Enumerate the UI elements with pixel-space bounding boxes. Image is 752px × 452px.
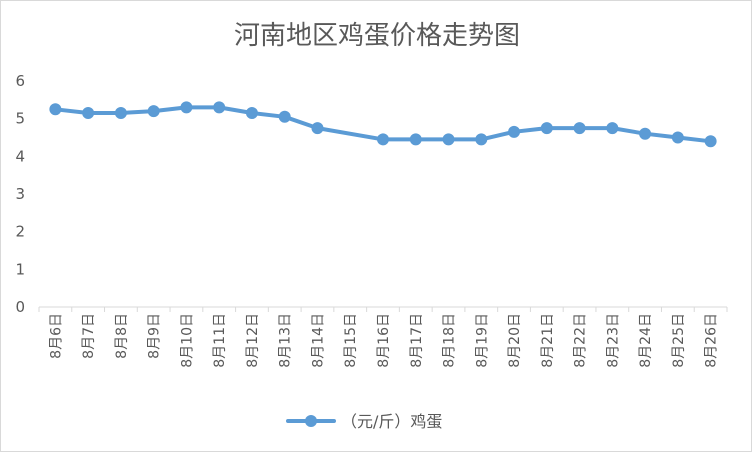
data-point bbox=[245, 107, 258, 120]
x-tick-label: 8月15日 bbox=[343, 313, 359, 368]
x-tick-label: 8月21日 bbox=[540, 313, 556, 368]
data-point bbox=[180, 101, 193, 114]
x-tick-label: 8月26日 bbox=[704, 313, 720, 368]
data-point bbox=[49, 103, 62, 116]
data-point bbox=[639, 127, 652, 140]
x-tick-label: 8月17日 bbox=[409, 313, 425, 368]
x-tick-label: 8月20日 bbox=[507, 313, 523, 368]
data-point bbox=[442, 133, 455, 146]
y-tick-label: 2 bbox=[15, 223, 25, 241]
series-layer bbox=[49, 101, 717, 148]
y-tick-label: 4 bbox=[15, 147, 25, 165]
y-tick-label: 3 bbox=[15, 185, 25, 203]
axes: 0 1 2 3 4 5 6 8月6日 8月7日 8月8日 8月9日 8月10日 8月11日 8月12日 8月… bbox=[15, 72, 728, 368]
data-point bbox=[82, 107, 95, 120]
data-point bbox=[606, 122, 619, 135]
x-tick-label: 8月14日 bbox=[310, 313, 326, 368]
chart-title: 河南地区鸡蛋价格走势图 bbox=[234, 21, 520, 51]
data-point bbox=[573, 122, 586, 135]
x-tick-label: 8月8日 bbox=[114, 313, 130, 359]
x-tick-label: 8月9日 bbox=[147, 313, 163, 359]
x-tick-label: 8月12日 bbox=[245, 313, 261, 368]
legend-label: （元/斤）鸡蛋 bbox=[341, 412, 442, 431]
x-tick-label: 8月7日 bbox=[81, 313, 97, 359]
data-point bbox=[704, 135, 717, 148]
data-point bbox=[377, 133, 389, 146]
x-tick-label: 8月19日 bbox=[474, 313, 490, 368]
legend-point-marker bbox=[305, 415, 317, 427]
y-tick-label: 0 bbox=[15, 298, 25, 316]
data-point bbox=[147, 105, 160, 118]
x-tick-label: 8月23日 bbox=[605, 313, 621, 368]
x-tick-label: 8月11日 bbox=[212, 313, 228, 368]
x-tick-label: 8月22日 bbox=[573, 313, 589, 368]
data-point bbox=[540, 122, 553, 135]
x-tick-label: 8月10日 bbox=[179, 313, 195, 368]
legend: （元/斤）鸡蛋 bbox=[286, 412, 442, 431]
x-tick-label: 8月6日 bbox=[48, 313, 64, 359]
x-tick-label: 8月18日 bbox=[442, 313, 458, 368]
data-point bbox=[508, 125, 521, 138]
data-point bbox=[114, 107, 127, 120]
data-point bbox=[671, 131, 684, 144]
x-tick-label: 8月25日 bbox=[671, 313, 687, 368]
y-tick-label: 1 bbox=[15, 260, 25, 278]
y-tick-label: 5 bbox=[15, 110, 25, 128]
data-point bbox=[213, 101, 226, 114]
data-point bbox=[278, 110, 291, 123]
x-tick-label: 8月16日 bbox=[376, 313, 392, 368]
data-point bbox=[311, 122, 324, 135]
x-tick-label: 8月13日 bbox=[278, 313, 294, 368]
x-tick-label: 8月24日 bbox=[638, 313, 654, 368]
data-point bbox=[409, 133, 422, 146]
y-tick-label: 6 bbox=[15, 72, 25, 90]
data-point bbox=[475, 133, 488, 146]
